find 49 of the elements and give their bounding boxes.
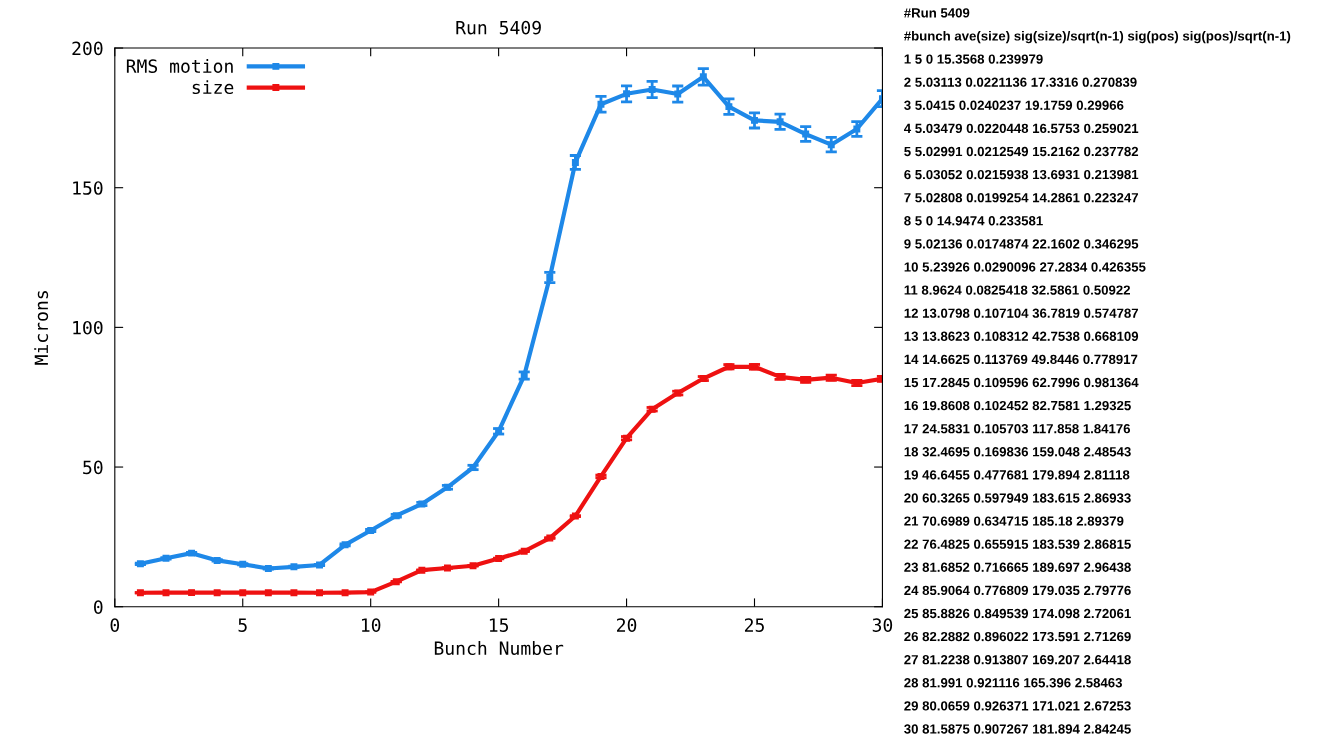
text: 21 70.6989 0.634715 185.18 2.89379: [904, 516, 1124, 526]
text: 6 5.03052 0.0215938 13.6931 0.213981: [904, 169, 1139, 180]
text: 17 24.5831 0.105703 117.858 1.84176: [904, 424, 1131, 434]
chart-title: Run 5409: [456, 20, 541, 35]
text: 29 80.0659 0.926371 171.021 2.67253: [904, 701, 1131, 711]
text: 24 85.9064 0.776809 179.035 2.79776: [904, 585, 1131, 596]
text: 8 5 0 14.9474 0.233581: [904, 216, 1043, 226]
text: 12 13.0798 0.107104 36.7819 0.574787: [904, 308, 1139, 318]
y-tick-label: 200: [72, 41, 103, 56]
y-axis-title: Microns: [34, 291, 49, 365]
text: 7 5.02808 0.0199254 14.2861 0.223247: [904, 193, 1139, 203]
text: 25 85.8826 0.849539 174.098 2.72061: [904, 608, 1131, 619]
x-tick-label: 5: [238, 618, 247, 632]
text: 16 19.8608 0.102452 82.7581 1.29325: [904, 400, 1131, 411]
y-tick-label: 50: [83, 460, 103, 475]
text: 20 60.3265 0.597949 183.615 2.86933: [904, 493, 1131, 503]
text: 28 81.991 0.921116 165.396 2.58463: [904, 678, 1122, 688]
text: 5 5.02991 0.0212549 15.2162 0.237782: [904, 146, 1139, 157]
x-tick-label: 0: [110, 618, 120, 632]
x-tick-label: 20: [617, 618, 637, 632]
text: 11 8.9624 0.0825418 32.5861 0.50922: [904, 285, 1130, 295]
text: 13 13.8623 0.108312 42.7538 0.668109: [904, 331, 1139, 341]
text: 10 5.23926 0.0290096 27.2834 0.426355: [904, 262, 1146, 272]
text: 3 5.0415 0.0240237 19.1759 0.29966: [904, 100, 1124, 110]
text: 14 14.6625 0.113769 49.8446 0.778917: [904, 354, 1138, 365]
x-axis-title: Bunch Number: [434, 641, 564, 656]
text: 18 32.4695 0.169836 159.048 2.48543: [904, 447, 1131, 457]
y-tick-label: 0: [94, 600, 103, 614]
text: 23 81.6852 0.716665 189.697 2.96438: [904, 562, 1131, 572]
legend-label: size: [192, 80, 234, 95]
text: 26 82.2882 0.896022 173.591 2.71269: [904, 631, 1131, 642]
y-tick-label: 100: [73, 320, 103, 335]
text: 1 5 0 15.3568 0.239979: [904, 54, 1043, 64]
text: 9 5.02136 0.0174874 22.1602 0.346295: [904, 239, 1139, 249]
x-tick-label: 15: [489, 618, 509, 632]
text: 22 76.4825 0.655915 183.539 2.86815: [904, 539, 1131, 549]
x-tick-label: 25: [744, 618, 764, 632]
text: 30 81.5875 0.907267 181.894 2.84245: [904, 724, 1131, 734]
text: 19 46.6455 0.477681 179.894 2.81118: [904, 470, 1130, 480]
text: #bunch ave(size) sig(size)/sqrt(n-1) sig(pos) sig(pos)/sqrt(n-1): [904, 30, 1291, 44]
text: 4 5.03479 0.0220448 16.5753 0.259021: [903, 123, 1139, 134]
text: 27 81.2238 0.913807 169.207 2.64418: [904, 655, 1131, 665]
x-tick-label: 10: [361, 618, 381, 632]
legend-label: RMS motion: [126, 58, 233, 73]
x-tick-label: 30: [872, 618, 893, 632]
text: #Run 5409: [904, 8, 970, 18]
text: 2 5.03113 0.0221136 17.3316 0.270839: [904, 77, 1137, 87]
y-tick-label: 150: [73, 181, 103, 195]
text: 15 17.2845 0.109596 62.7996 0.981364: [904, 377, 1139, 388]
